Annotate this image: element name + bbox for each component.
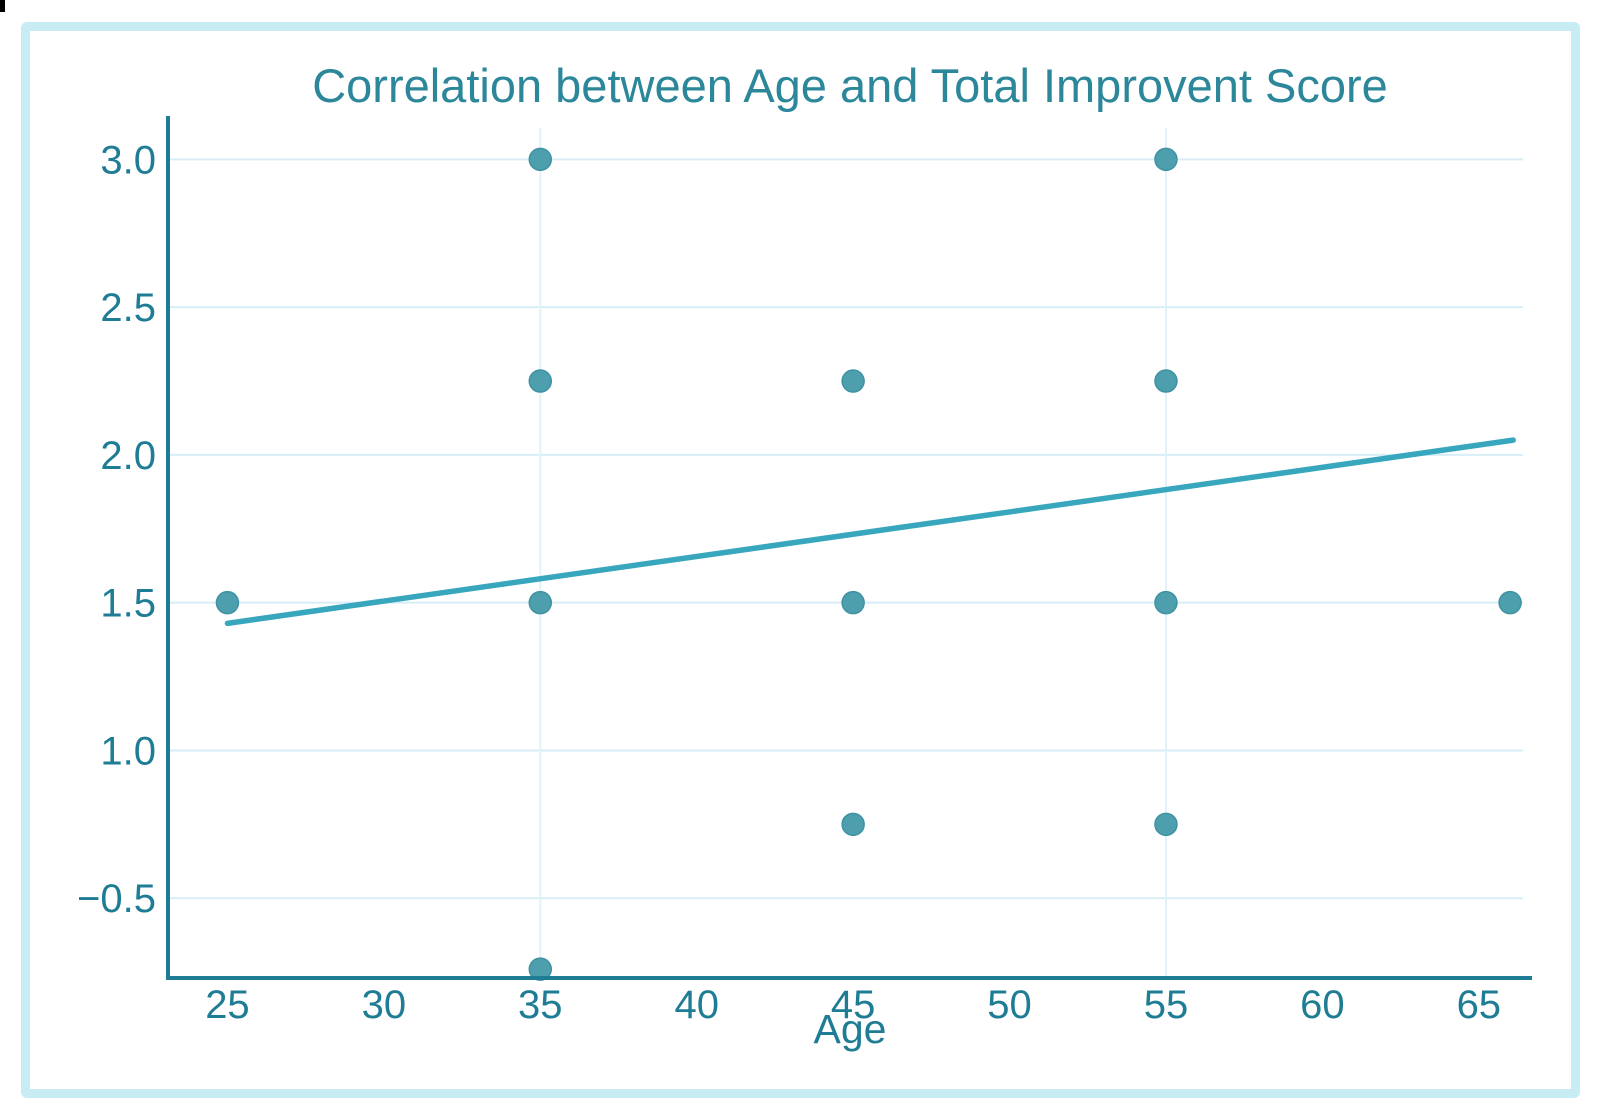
y-tick-label: −0.5 xyxy=(77,877,156,921)
y-tick-label: 2.0 xyxy=(100,434,156,478)
x-tick-label: 55 xyxy=(1144,983,1189,1027)
x-tick-label: 60 xyxy=(1300,983,1345,1027)
trend-line xyxy=(224,437,1516,627)
x-tick-label: 30 xyxy=(362,983,407,1027)
x-tick-label: 65 xyxy=(1457,983,1502,1027)
y-tick-label: 1.0 xyxy=(100,729,156,773)
screen-corner-artifact xyxy=(0,0,5,12)
data-point xyxy=(1154,590,1178,615)
data-point xyxy=(528,957,553,981)
data-point xyxy=(1154,147,1178,172)
x-tick-label: 50 xyxy=(987,983,1032,1027)
chart-title: Correlation between Age and Total Improv… xyxy=(312,59,1388,112)
data-point xyxy=(1154,369,1178,393)
chart-border-frame xyxy=(21,22,1580,1098)
data-point xyxy=(1498,590,1522,615)
x-axis-label: Age xyxy=(813,1006,887,1052)
data-point xyxy=(215,590,240,615)
x-tick-label: 45 xyxy=(831,983,876,1027)
data-point xyxy=(528,369,553,393)
data-point xyxy=(841,590,865,615)
data-point xyxy=(528,590,553,615)
data-point xyxy=(1154,812,1178,837)
y-tick-label: 3.0 xyxy=(100,138,156,182)
x-tick-label: 25 xyxy=(205,983,250,1027)
x-tick-label: 35 xyxy=(518,983,563,1027)
x-tick-label: 40 xyxy=(674,983,719,1027)
data-point xyxy=(841,369,865,393)
y-tick-label: 1.5 xyxy=(100,582,156,626)
data-point xyxy=(528,147,553,172)
y-tick-label: 2.5 xyxy=(100,286,156,330)
data-point xyxy=(841,812,865,837)
